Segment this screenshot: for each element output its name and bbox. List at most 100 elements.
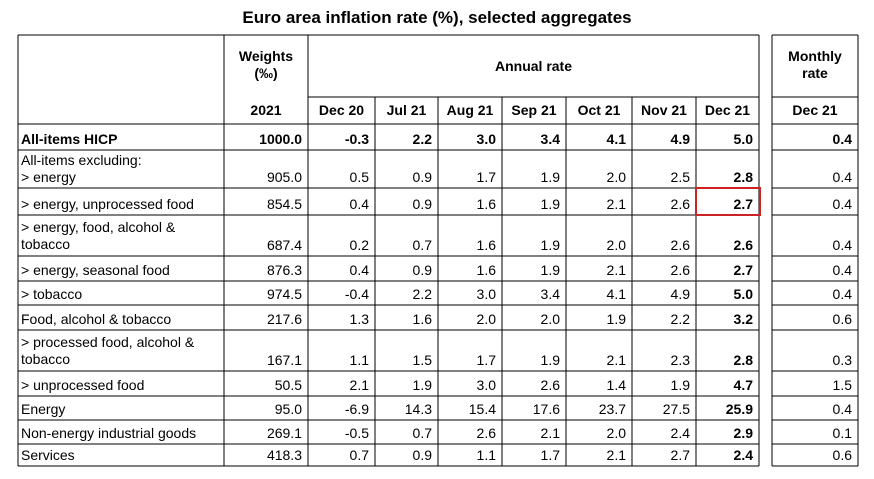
annual-rate-value: 3.4 <box>540 286 560 302</box>
monthly-rate-value: 0.6 <box>832 447 852 463</box>
column-header-month: Aug 21 <box>446 102 494 118</box>
annual-rate-value: 2.6 <box>670 237 690 253</box>
annual-rate-value: 5.0 <box>733 286 753 302</box>
monthly-rate-value: 0.4 <box>832 169 852 185</box>
annual-rate-value: 2.7 <box>670 447 690 463</box>
weight-value: 167.1 <box>266 352 302 368</box>
annual-rate-value: 1.9 <box>412 377 432 393</box>
annual-rate-value: 2.5 <box>670 169 690 185</box>
weight-value: 50.5 <box>274 377 302 393</box>
annual-rate-value: 2.0 <box>606 169 626 185</box>
column-header-month: Oct 21 <box>577 102 621 118</box>
annual-rate-value: 3.2 <box>733 311 753 327</box>
weights-header: Weights (‰) <box>238 48 294 81</box>
annual-rate-value: 0.7 <box>349 447 369 463</box>
annual-rate-value: 0.4 <box>349 196 369 212</box>
table-title: Euro area inflation rate (%), selected a… <box>242 8 632 27</box>
annual-rate-value: 2.9 <box>733 425 753 441</box>
annual-rate-value: 1.7 <box>476 352 496 368</box>
inflation-table: Weights (‰) Annual rate Monthly rate 2021 De… <box>18 35 858 466</box>
annual-rate-value: 1.3 <box>349 311 369 327</box>
annual-rate-value: 2.1 <box>606 352 626 368</box>
annual-rate-value: 1.7 <box>476 169 496 185</box>
weight-value: 876.3 <box>266 262 302 278</box>
annual-rate-value: 2.7 <box>733 196 753 212</box>
monthly-rate-header: Monthly rate <box>788 48 842 81</box>
annual-rate-value: 5.0 <box>733 131 753 147</box>
annual-rate-value: 2.7 <box>733 262 753 278</box>
annual-rate-value: 2.0 <box>540 311 560 327</box>
row-label: Food, alcohol & tobacco <box>21 311 172 327</box>
annual-rate-value: 1.9 <box>540 169 560 185</box>
monthly-rate-value: 0.4 <box>832 262 852 278</box>
weight-value: 95.0 <box>274 401 302 417</box>
annual-rate-value: 1.7 <box>540 447 560 463</box>
row-label: > tobacco <box>21 286 83 302</box>
weight-value: 687.4 <box>266 237 302 253</box>
monthly-rate-value: 1.5 <box>832 377 852 393</box>
row-label: Energy <box>21 401 66 417</box>
annual-rate-value: 1.6 <box>476 237 496 253</box>
annual-rate-value: 2.2 <box>412 286 432 302</box>
annual-rate-value: 2.8 <box>733 352 753 368</box>
annual-rate-value: 1.6 <box>412 311 432 327</box>
annual-rate-value: 1.9 <box>540 352 560 368</box>
annual-rate-value: 15.4 <box>468 401 496 417</box>
annual-rate-value: 2.2 <box>412 131 432 147</box>
annual-rate-value: -0.5 <box>344 425 369 441</box>
annual-rate-value: 1.1 <box>476 447 496 463</box>
annual-rate-value: 2.8 <box>733 169 753 185</box>
column-header-month: Dec 20 <box>318 102 365 118</box>
annual-rate-value: 2.1 <box>349 377 369 393</box>
row-label: Non-energy industrial goods <box>21 425 197 441</box>
annual-rate-value: -0.3 <box>344 131 369 147</box>
annual-rate-value: 1.9 <box>540 262 560 278</box>
annual-rate-value: 17.6 <box>532 401 560 417</box>
annual-rate-value: 2.1 <box>606 447 626 463</box>
annual-rate-value: 4.9 <box>670 286 690 302</box>
annual-rate-value: 2.0 <box>606 425 626 441</box>
weights-year: 2021 <box>250 102 282 118</box>
annual-rate-value: 1.6 <box>476 196 496 212</box>
annual-rate-value: 23.7 <box>598 401 626 417</box>
row-label: > processed food, alcohol & tobacco <box>21 333 195 367</box>
annual-rate-value: 2.6 <box>670 196 690 212</box>
weight-value: 269.1 <box>266 425 302 441</box>
annual-rate-value: 25.9 <box>725 401 753 417</box>
annual-rate-value: 1.6 <box>476 262 496 278</box>
annual-rate-value: 14.3 <box>404 401 432 417</box>
annual-rate-value: 1.9 <box>540 196 560 212</box>
annual-rate-value: 1.9 <box>606 311 626 327</box>
annual-rate-value: 2.6 <box>476 425 496 441</box>
annual-rate-value: 0.9 <box>412 196 432 212</box>
monthly-rate-value: 0.4 <box>832 401 852 417</box>
monthly-rate-value: 0.4 <box>832 131 852 147</box>
row-label: Services <box>21 447 75 463</box>
row-label: All-items HICP <box>21 131 118 147</box>
annual-rate-value: 3.4 <box>540 131 560 147</box>
annual-rate-value: 1.1 <box>349 352 369 368</box>
column-header-month: Nov 21 <box>641 102 687 118</box>
annual-rate-value: 2.6 <box>540 377 560 393</box>
annual-rate-value: 0.4 <box>349 262 369 278</box>
annual-rate-value: 2.1 <box>540 425 560 441</box>
annual-rate-value: 2.2 <box>670 311 690 327</box>
monthly-rate-value: 0.4 <box>832 196 852 212</box>
monthly-rate-value: 0.4 <box>832 286 852 302</box>
weight-value: 1000.0 <box>259 131 302 147</box>
row-label: > energy, unprocessed food <box>21 196 194 212</box>
annual-rate-value: 2.0 <box>476 311 496 327</box>
annual-rate-value: 2.6 <box>670 262 690 278</box>
row-label: All-items excluding: > energy <box>21 152 142 185</box>
monthly-rate-value: 0.3 <box>832 352 852 368</box>
column-header-month: Jul 21 <box>386 102 427 118</box>
annual-rate-value: 1.5 <box>412 352 432 368</box>
annual-rate-value: 4.1 <box>606 131 626 147</box>
annual-rate-value: 1.4 <box>606 377 626 393</box>
annual-rate-value: 4.9 <box>670 131 690 147</box>
annual-rate-value: 3.0 <box>476 377 496 393</box>
annual-rate-value: 3.0 <box>476 286 496 302</box>
weight-value: 217.6 <box>266 311 302 327</box>
annual-rate-value: 0.9 <box>412 262 432 278</box>
annual-rate-value: 4.1 <box>606 286 626 302</box>
